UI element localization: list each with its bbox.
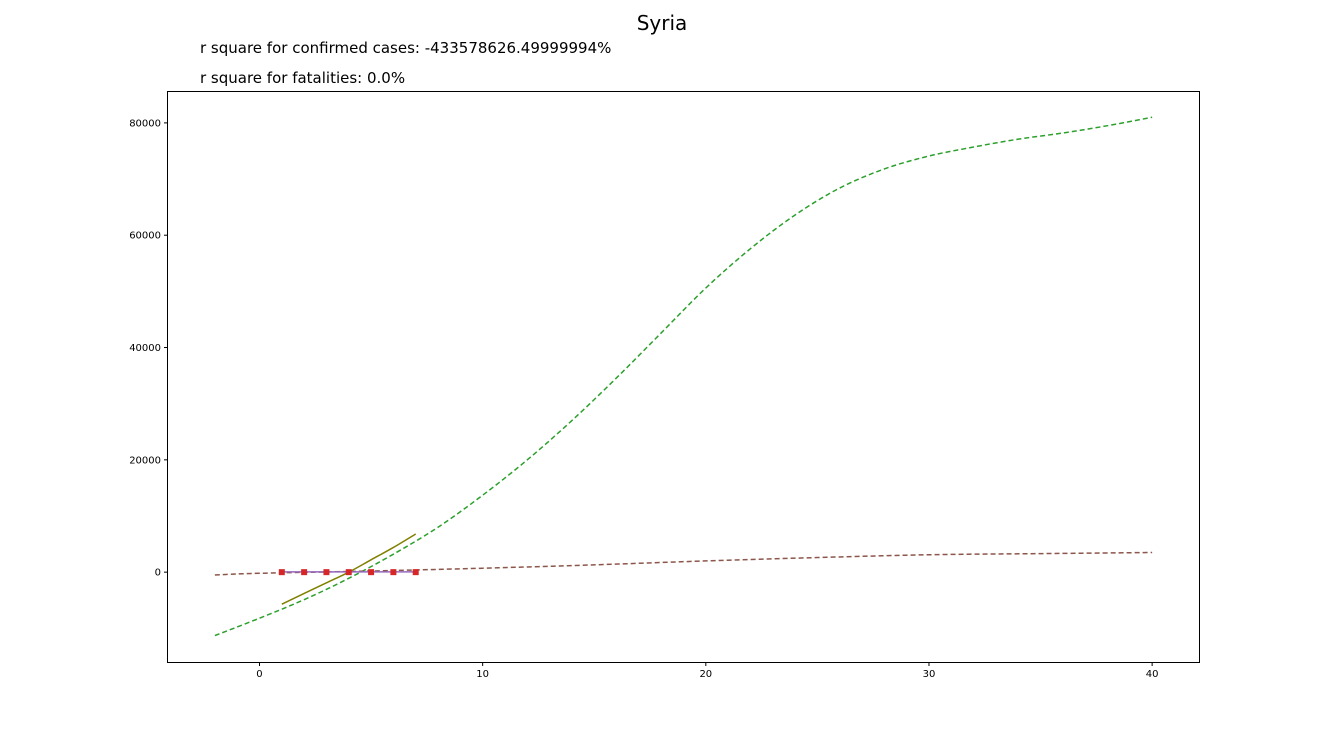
y-tick-label: 40000 xyxy=(129,343,161,354)
series-layer xyxy=(214,116,1153,637)
series-4-point xyxy=(412,569,419,576)
series-0-line xyxy=(214,116,1153,637)
y-tick-label: 20000 xyxy=(129,455,161,466)
y-axis: 0 20000 40000 60000 80000 xyxy=(129,118,168,579)
series-4-point xyxy=(390,569,397,576)
x-tick-label: 40 xyxy=(1146,669,1159,680)
x-tick-label: 10 xyxy=(476,669,489,680)
series-2-line xyxy=(281,533,417,605)
x-tick-label: 30 xyxy=(923,669,936,680)
series-4-point xyxy=(368,569,375,576)
chart-title: Syria xyxy=(637,11,688,35)
series-4-point xyxy=(323,569,330,576)
series-4-point xyxy=(278,569,285,576)
y-tick-label: 80000 xyxy=(129,118,161,129)
annotation-r-square-confirmed: r square for confirmed cases: -433578626… xyxy=(200,39,611,57)
y-tick-label: 0 xyxy=(155,568,161,579)
y-tick-label: 60000 xyxy=(129,231,161,242)
series-4-point xyxy=(301,569,308,576)
x-axis: 0 10 20 30 40 xyxy=(256,662,1159,680)
x-tick-label: 20 xyxy=(699,669,712,680)
annotation-r-square-fatalities: r square for fatalities: 0.0% xyxy=(200,69,405,87)
x-tick-label: 0 xyxy=(256,669,262,680)
plot-frame xyxy=(167,91,1200,663)
series-4-point xyxy=(345,569,352,576)
